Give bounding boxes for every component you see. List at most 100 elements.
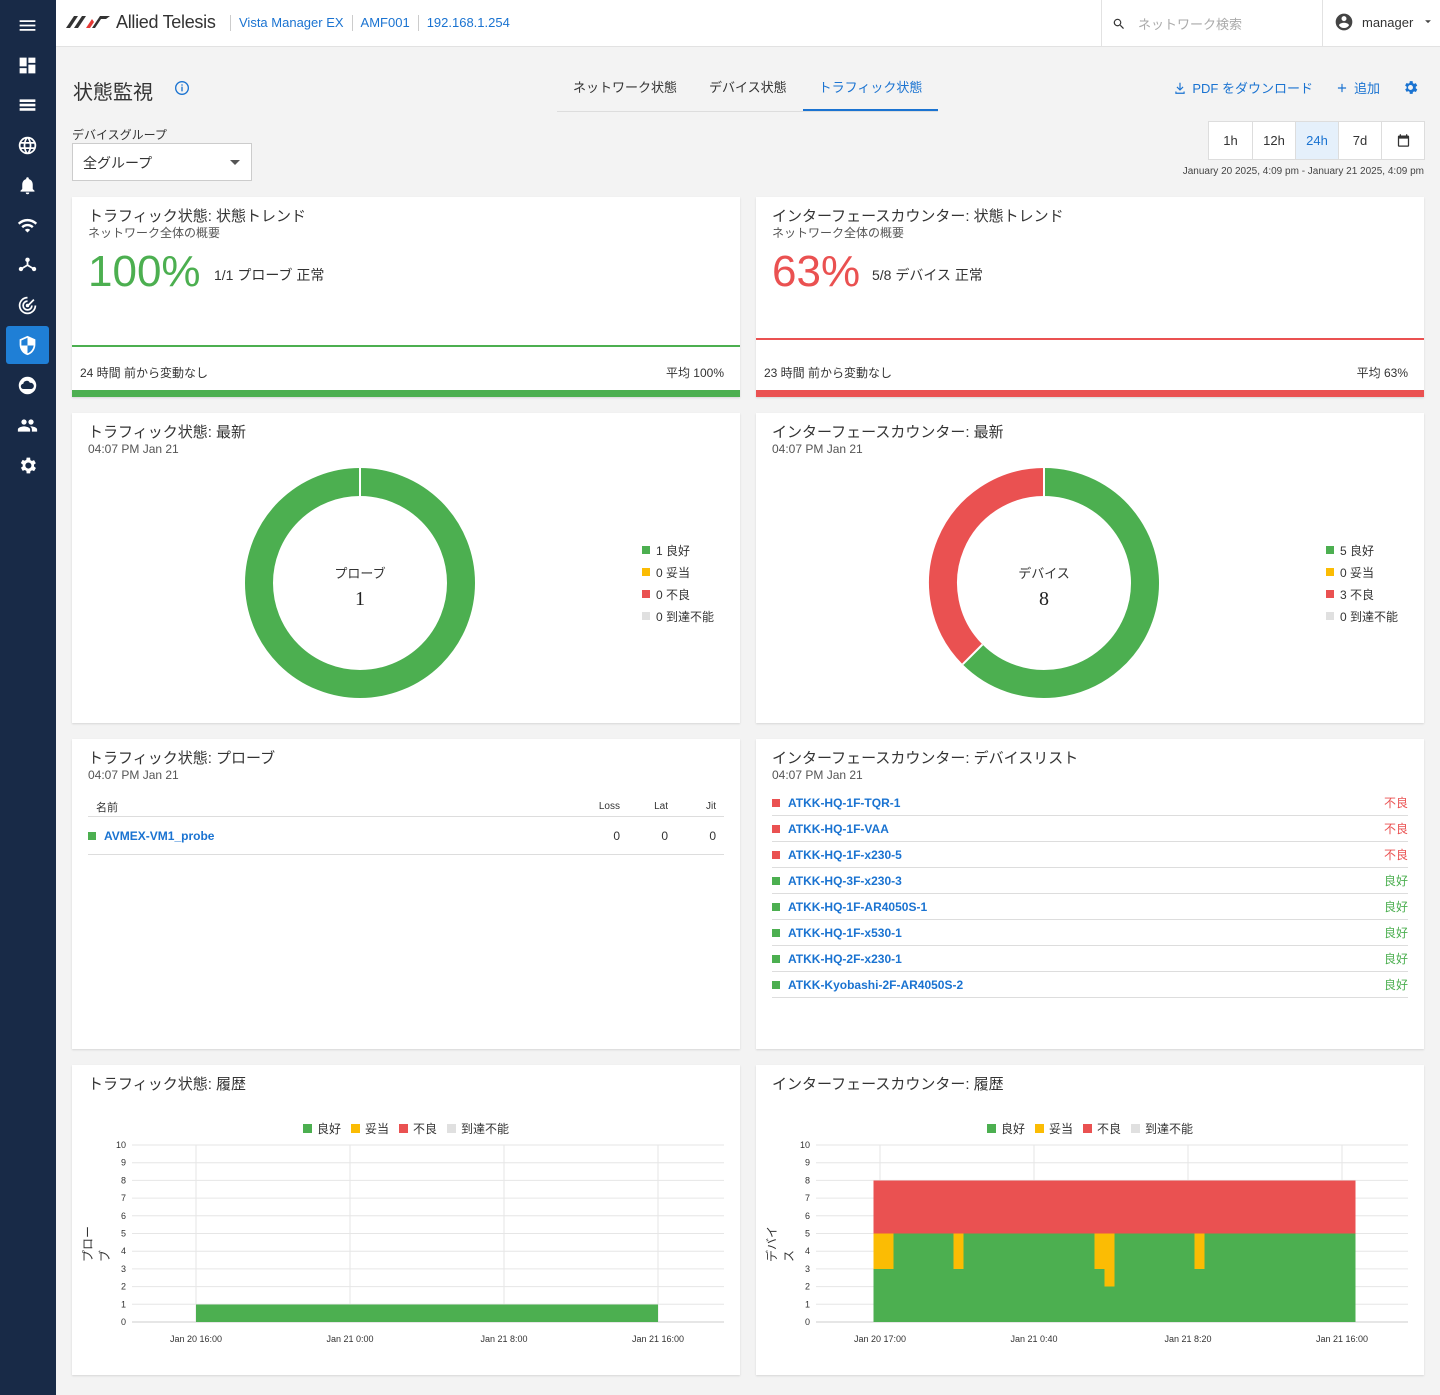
y-tick-label: 10 [116,1140,126,1150]
legend-swatch [642,612,650,620]
users-icon[interactable] [6,406,49,444]
tab-traffic-status[interactable]: トラフィック状態 [802,70,939,111]
list-item[interactable]: ATKK-HQ-1F-AR4050S-1 良好 [772,894,1408,920]
y-tick-label: 2 [805,1282,810,1292]
device-link[interactable]: ATKK-HQ-1F-x230-5 [788,847,902,862]
user-menu[interactable]: manager [1334,12,1435,32]
donut-center: プローブ 1 [300,563,420,611]
device-link[interactable]: ATKK-HQ-1F-AR4050S-1 [788,899,928,914]
device-group-select[interactable]: 全グループ [72,143,252,181]
tab-network-status[interactable]: ネットワーク状態 [573,80,678,95]
bar-segment-good[interactable] [1104,1286,1115,1322]
bar-segment-fair[interactable] [873,1233,894,1269]
bar-segment-fair[interactable] [1194,1233,1205,1269]
alarm-icon[interactable] [6,166,49,204]
bar-segment-good[interactable] [893,1233,954,1323]
x-tick-label: Jan 21 0:40 [1010,1334,1057,1344]
bar-segment-bad[interactable] [953,1180,964,1234]
bar-segment-bad[interactable] [1114,1180,1195,1234]
dashboard-icon[interactable] [6,46,49,84]
breadcrumb-ip[interactable]: 192.168.1.254 [417,15,518,31]
topology-icon[interactable] [6,246,49,284]
column-lat: Lat [654,801,668,812]
add-button[interactable]: 追加 [1335,78,1380,97]
list-item[interactable]: ATKK-HQ-2F-x230-1 良好 [772,946,1408,972]
x-tick-label: Jan 21 8:00 [480,1334,527,1344]
probe-lat: 0 [661,829,668,843]
list-item[interactable]: ATKK-HQ-1F-VAA 不良 [772,816,1408,842]
table-row[interactable]: AVMEX-VM1_probe 0 0 0 [88,817,724,855]
list-item[interactable]: ATKK-HQ-1F-TQR-1 不良 [772,790,1408,816]
calendar-button[interactable] [1381,122,1424,159]
probe-loss: 0 [613,829,620,843]
gear-icon[interactable] [6,446,49,484]
device-link[interactable]: ATKK-Kyobashi-2F-AR4050S-2 [788,977,964,992]
device-link[interactable]: ATKK-HQ-2F-x230-1 [788,951,902,966]
bar-segment-fair[interactable] [1094,1233,1105,1269]
bar-segment-fair[interactable] [953,1233,964,1269]
card-title: トラフィック状態: 履歴 [88,1076,247,1093]
bar-segment-bad[interactable] [1104,1180,1115,1234]
trend-average: 平均 100% [665,366,724,380]
bar-segment-bad[interactable] [963,1180,1095,1234]
bar-segment-good[interactable] [1204,1233,1356,1323]
settings-button[interactable] [1402,79,1424,96]
time-7d-button[interactable]: 7d [1338,122,1381,159]
legend-unreachable: 0 到達不能 [642,605,714,627]
bar-segment-bad[interactable] [893,1180,954,1234]
trend-description: 5/8 デバイス 正常 [872,267,983,283]
time-24h-button[interactable]: 24h [1295,122,1338,159]
download-pdf-button[interactable]: PDF をダウンロード [1173,78,1313,97]
device-link[interactable]: ATKK-HQ-3F-x230-3 [788,873,902,888]
bar-segment-bad[interactable] [1204,1180,1356,1234]
y-tick-label: 9 [121,1158,126,1168]
radar-icon[interactable] [6,286,49,324]
bar-segment-bad[interactable] [873,1180,894,1234]
bar-segment-good[interactable] [1094,1268,1105,1322]
globe-icon[interactable] [6,126,49,164]
legend-swatch [987,1124,996,1133]
probe-link[interactable]: AVMEX-VM1_probe [104,829,215,843]
bar-segment-good[interactable] [196,1304,658,1322]
device-link[interactable]: ATKK-HQ-1F-VAA [788,821,889,836]
time-1h-button[interactable]: 1h [1223,133,1238,148]
breadcrumb-area[interactable]: AMF001 [351,15,418,31]
donut-slice-bad[interactable] [929,468,1045,665]
chevron-down-icon [1425,20,1432,24]
y-tick-label: 6 [805,1211,810,1221]
legend-label: 0 到達不能 [1340,609,1399,624]
search-input[interactable]: ネットワーク検索 [1138,17,1243,32]
card-title: トラフィック状態: プローブ [88,750,276,767]
list-item[interactable]: ATKK-HQ-1F-x530-1 良好 [772,920,1408,946]
donut-center: デバイス 8 [984,563,1104,611]
device-link[interactable]: ATKK-HQ-1F-TQR-1 [788,795,901,810]
bar-segment-fair[interactable] [1104,1233,1115,1287]
list-item[interactable]: ATKK-Kyobashi-2F-AR4050S-2 良好 [772,972,1408,998]
menu-icon[interactable] [6,6,49,44]
donut-slice-good[interactable] [962,468,1159,698]
list-item[interactable]: ATKK-HQ-1F-x230-5 不良 [772,842,1408,868]
info-icon[interactable] [174,80,190,96]
y-tick-label: 4 [805,1246,810,1256]
list-item[interactable]: ATKK-HQ-3F-x230-3 良好 [772,868,1408,894]
wifi-icon[interactable] [6,206,49,244]
legend-label: 5 良好 [1340,543,1375,558]
brand-logo[interactable]: Allied Telesis [64,11,216,33]
cloud-icon[interactable] [6,366,49,404]
bar-segment-good[interactable] [1114,1233,1195,1323]
bar-segment-bad[interactable] [1194,1180,1205,1234]
trend-description: 1/1 プローブ 正常 [214,267,325,283]
network-search[interactable]: ネットワーク検索 [1101,0,1323,47]
shield-icon[interactable] [6,326,49,364]
device-link[interactable]: ATKK-HQ-1F-x530-1 [788,925,902,940]
list-icon[interactable] [6,86,49,124]
bar-segment-good[interactable] [953,1268,964,1322]
bar-segment-bad[interactable] [1094,1180,1105,1234]
bar-segment-good[interactable] [873,1268,894,1322]
bar-segment-good[interactable] [963,1233,1095,1323]
legend-swatch [1131,1124,1141,1133]
tab-device-status[interactable]: デバイス状態 [709,80,787,95]
breadcrumb-product[interactable]: Vista Manager EX [230,15,352,31]
time-12h-button[interactable]: 12h [1252,122,1295,159]
bar-segment-good[interactable] [1194,1268,1205,1322]
